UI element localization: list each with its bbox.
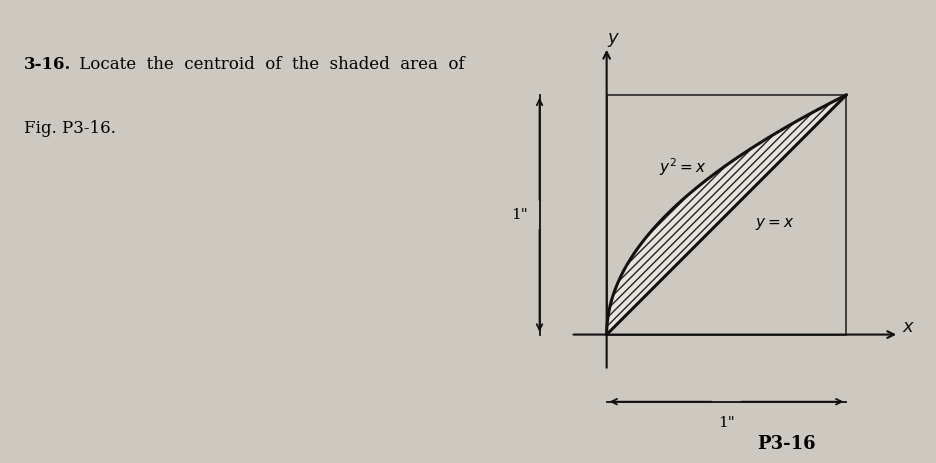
Text: Locate  the  centroid  of  the  shaded  area  of: Locate the centroid of the shaded area o…	[74, 56, 464, 73]
Text: Fig. P3-16.: Fig. P3-16.	[24, 120, 116, 138]
Text: $y = x$: $y = x$	[754, 216, 794, 232]
Text: $y$: $y$	[607, 31, 620, 49]
Text: P3-16: P3-16	[756, 435, 815, 453]
Text: $y^2 = x$: $y^2 = x$	[659, 156, 706, 178]
Text: 1": 1"	[717, 416, 734, 430]
Text: 1": 1"	[510, 208, 527, 222]
Polygon shape	[606, 95, 845, 335]
Text: 3-16.: 3-16.	[24, 56, 71, 73]
Text: $x$: $x$	[901, 319, 914, 337]
